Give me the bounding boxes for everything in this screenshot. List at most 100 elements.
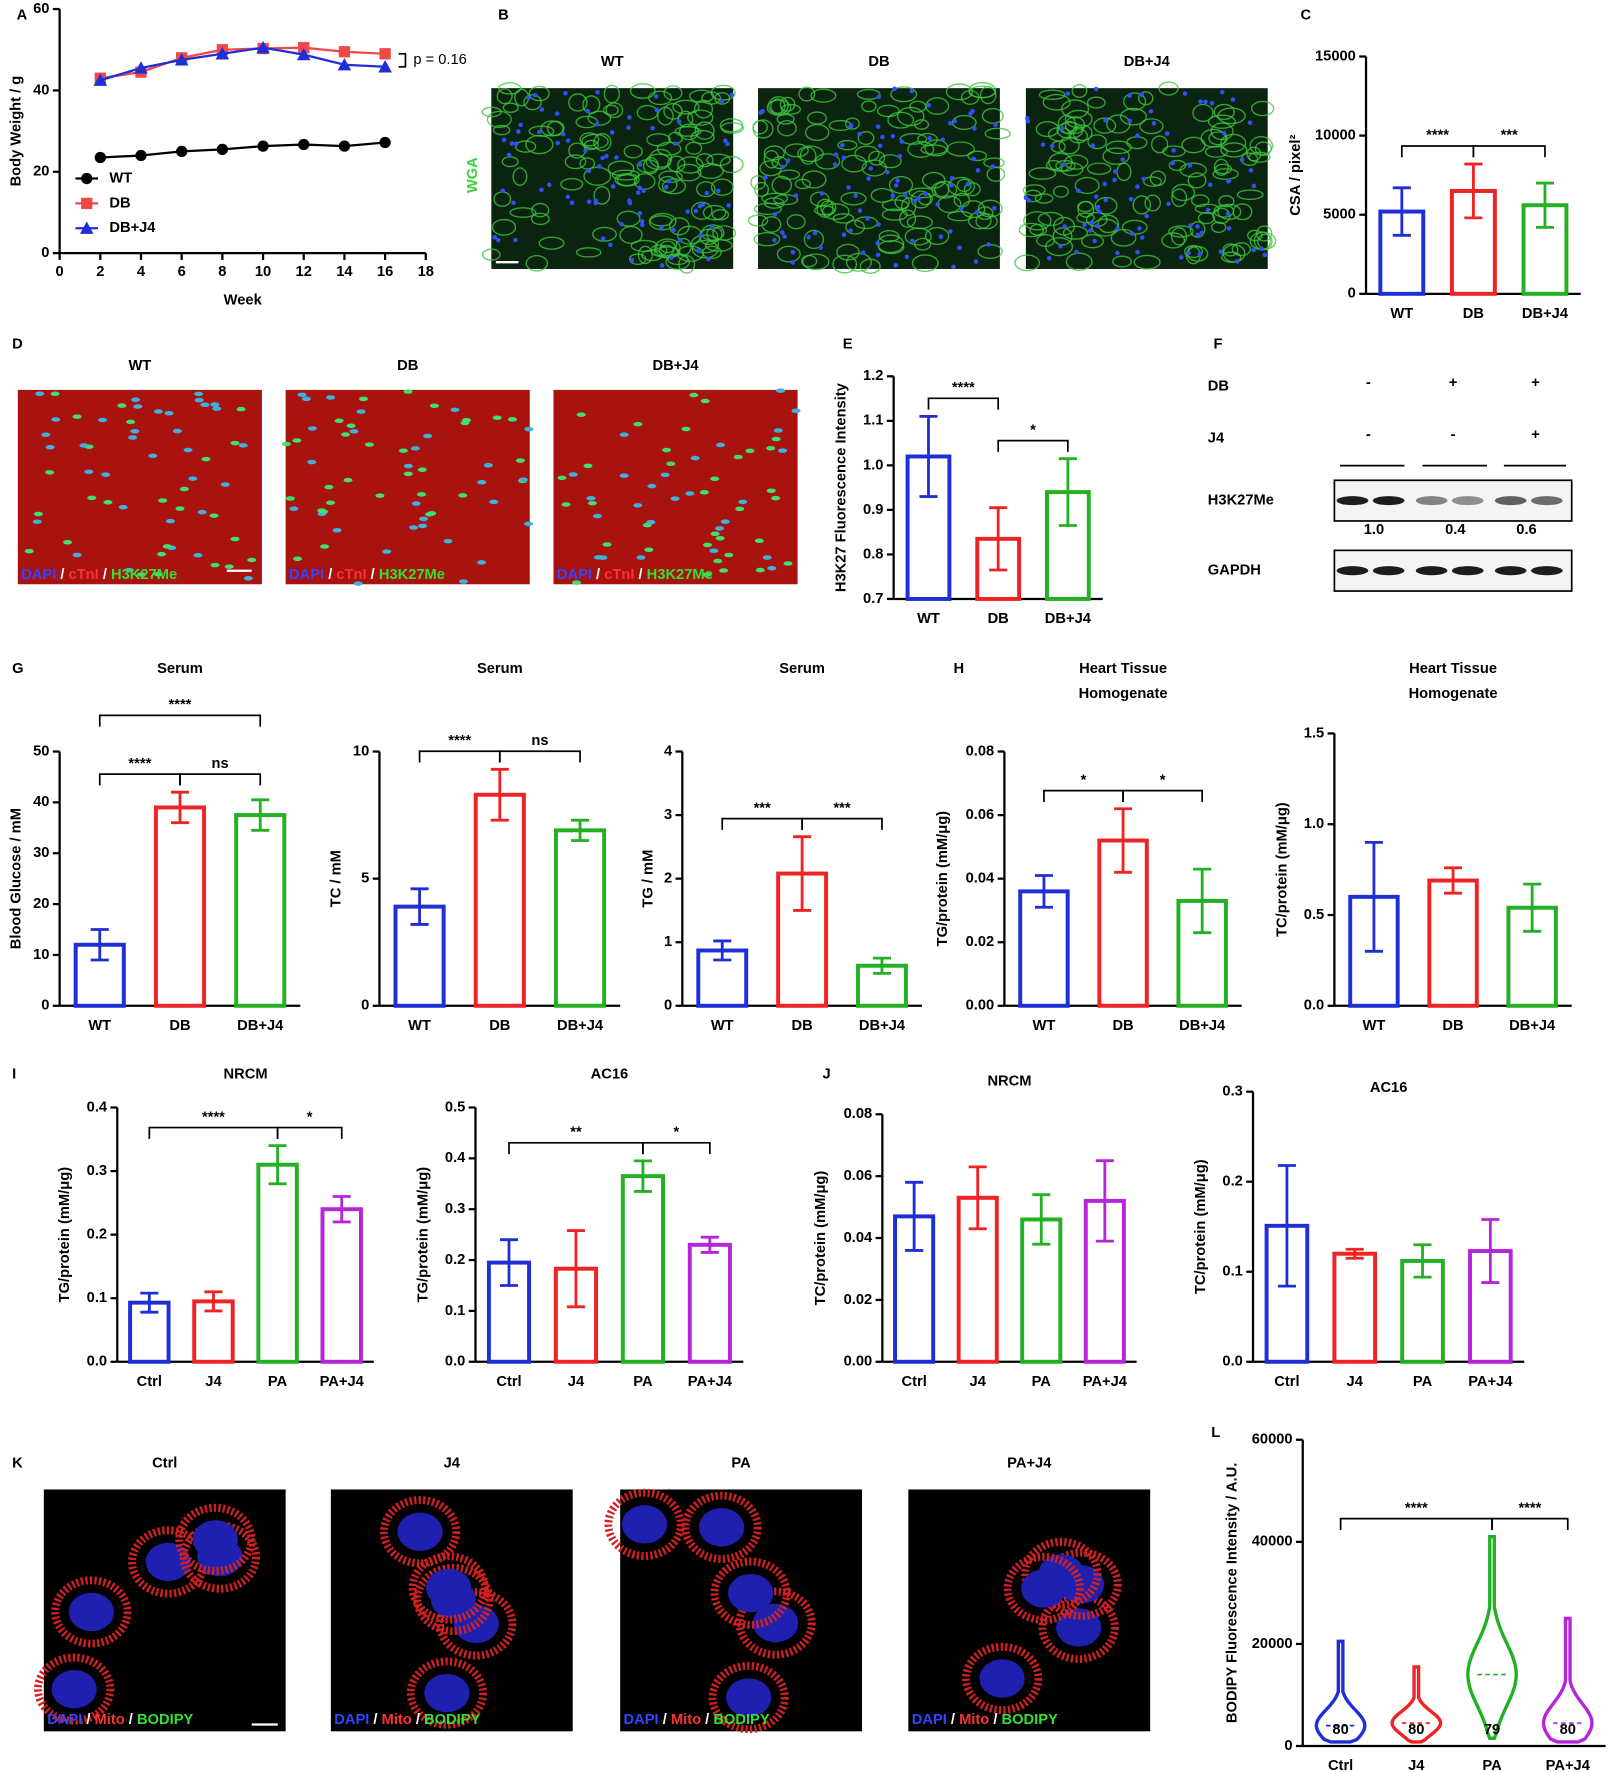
nucleus [639, 219, 645, 224]
cell [691, 239, 719, 259]
nucleus [595, 89, 600, 95]
nucleus [840, 143, 845, 148]
caption-part: Mito [959, 1712, 989, 1728]
cell [979, 86, 997, 105]
nucleus [935, 202, 940, 207]
nucleus [671, 227, 676, 233]
cell [771, 156, 788, 170]
nucleus [857, 208, 863, 213]
cell [1213, 103, 1235, 121]
nucleus [706, 256, 711, 262]
nucleus [641, 188, 646, 194]
blot-band [1451, 566, 1484, 576]
nucleus [709, 548, 719, 554]
nucleus [1148, 109, 1154, 114]
significance-bracket [1491, 1517, 1569, 1530]
significance-label: **** [1518, 1500, 1541, 1516]
nucleus [417, 467, 427, 472]
nucleus [897, 153, 903, 159]
blot-mark: + [1449, 375, 1458, 391]
nucleus [868, 166, 874, 171]
cell [694, 121, 715, 140]
nucleus [780, 230, 785, 235]
significance-bracket [1122, 789, 1204, 802]
cell [1003, 1552, 1084, 1625]
y-tick-label: 0.9 [863, 502, 883, 518]
nucleus [411, 501, 421, 506]
cell [1023, 189, 1043, 203]
nucleus [524, 426, 534, 432]
cell [1045, 237, 1074, 257]
cell [1179, 162, 1207, 178]
cell [408, 1552, 489, 1624]
nucleus [565, 138, 571, 143]
cell [1055, 159, 1076, 172]
nucleus [715, 188, 721, 194]
nucleus [877, 143, 883, 149]
nucleus [212, 406, 222, 411]
nucleus [506, 152, 512, 158]
image-header: WT [601, 54, 624, 70]
significance-label: **** [1405, 1500, 1428, 1516]
nucleus [194, 391, 204, 397]
nucleus [523, 521, 533, 527]
nucleus [972, 126, 977, 131]
nucleus [403, 463, 413, 469]
nucleus [880, 134, 885, 140]
nucleus [762, 555, 772, 560]
nucleus [659, 225, 664, 230]
nucleus [281, 441, 291, 447]
nucleus [554, 111, 560, 116]
nucleus [650, 125, 655, 131]
cell [832, 254, 858, 274]
nucleus [238, 443, 248, 448]
nucleus [790, 249, 796, 255]
bar [1018, 889, 1070, 1008]
cell [657, 106, 674, 126]
cell [845, 219, 866, 235]
significance-label: * [1081, 772, 1087, 788]
cell [1246, 146, 1262, 162]
nucleus [353, 581, 363, 586]
cell [583, 166, 612, 186]
nucleus [210, 402, 220, 407]
micrograph [553, 388, 801, 585]
cell [888, 176, 914, 194]
nucleus [693, 208, 699, 214]
nucleus [726, 203, 731, 208]
caption-part: DAPI [289, 567, 324, 583]
nucleus [772, 237, 777, 243]
nucleus [866, 176, 871, 181]
blot-band-label: H3K27Me [1208, 493, 1274, 509]
nucleus [1103, 197, 1108, 203]
nucleus [719, 99, 725, 104]
significance-bracket [1400, 145, 1475, 158]
cell [837, 139, 858, 151]
cell [956, 178, 972, 193]
significance-label: ns [212, 756, 229, 772]
cell [1257, 233, 1273, 250]
cell [708, 1661, 789, 1734]
nucleus [720, 519, 730, 524]
nucleus [560, 131, 566, 137]
cell [1218, 195, 1235, 208]
caption-part: / [592, 567, 604, 583]
nucleus [79, 443, 89, 448]
x-tick-label: WT [408, 1018, 431, 1034]
cell [735, 1587, 816, 1659]
nucleus [771, 495, 781, 501]
x-tick-label: WT [917, 611, 940, 627]
caption-part: DAPI [624, 1712, 659, 1728]
nucleus [860, 250, 866, 255]
blot-mark: - [1451, 427, 1456, 443]
nucleus [704, 190, 710, 196]
nucleus [619, 473, 629, 478]
nucleus [443, 538, 453, 544]
image-header: PA+J4 [1007, 1455, 1052, 1471]
nucleus [646, 519, 656, 525]
cell [406, 1657, 488, 1729]
nucleus [968, 111, 973, 116]
legend-marker [81, 172, 93, 185]
cell [688, 89, 715, 103]
panel-letter: I [12, 1067, 16, 1083]
